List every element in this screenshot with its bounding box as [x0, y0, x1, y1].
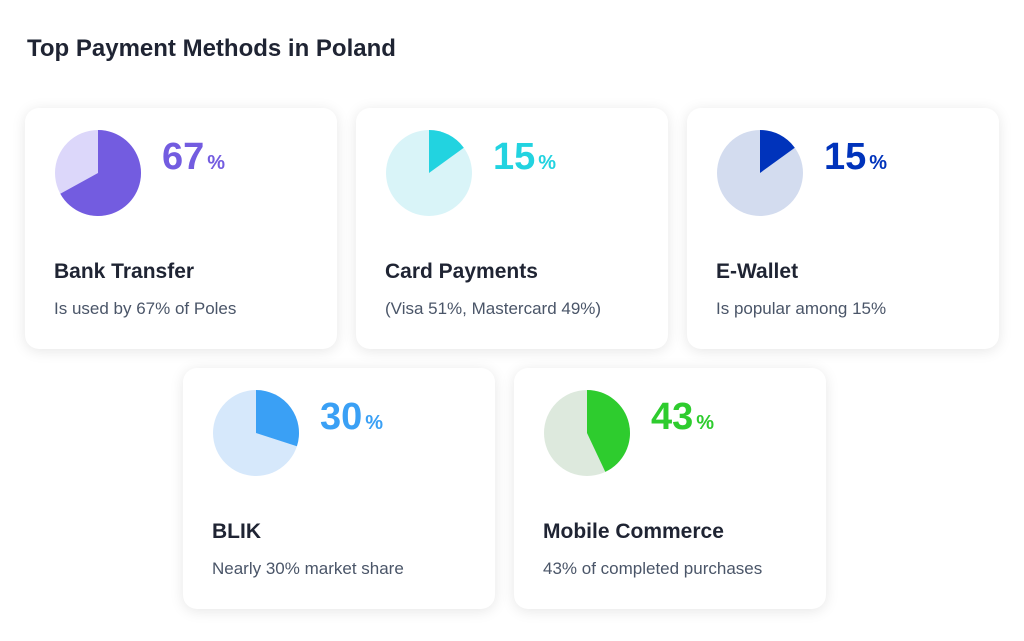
percent-value: 67%: [162, 136, 225, 179]
method-description: (Visa 51%, Mastercard 49%): [385, 299, 602, 318]
payment-card-bank-transfer: 67% Bank Transfer Is used by 67% of Poles: [25, 108, 337, 349]
percent-number: 30: [320, 396, 363, 438]
pie-chart: [544, 390, 630, 476]
pie-chart: [717, 130, 803, 216]
percent-symbol: %: [365, 412, 384, 434]
pie-chart: [386, 130, 472, 216]
page-title: Top Payment Methods in Poland: [27, 35, 396, 62]
method-description: 43% of completed purchases: [543, 559, 763, 578]
percent-value: 43%: [651, 396, 714, 439]
payment-card-blik: 30% BLIK Nearly 30% market share: [183, 368, 495, 609]
percent-symbol: %: [207, 152, 226, 174]
payment-card-mobile-commerce: 43% Mobile Commerce 43% of completed purch…: [514, 368, 826, 609]
payment-card-card-payments: 15% Card Payments (Visa 51%, Mastercard 49…: [356, 108, 668, 349]
method-description: Nearly 30% market share: [212, 559, 404, 578]
percent-value: 15%: [493, 136, 556, 179]
pie-chart: [55, 130, 141, 216]
pie-value-slice: [760, 130, 795, 173]
percent-number: 43: [651, 396, 694, 438]
pie-value-slice: [256, 390, 299, 447]
method-name: Card Payments: [385, 260, 538, 283]
percent-number: 67: [162, 136, 205, 178]
method-description: Is used by 67% of Poles: [54, 299, 237, 318]
percent-number: 15: [824, 136, 867, 178]
method-name: Bank Transfer: [54, 260, 195, 283]
method-description: Is popular among 15%: [716, 299, 887, 318]
method-name: E-Wallet: [716, 260, 799, 283]
pie-value-slice: [429, 130, 464, 173]
percent-value: 30%: [320, 396, 383, 439]
pie-value-slice: [60, 130, 141, 216]
pie-chart: [213, 390, 299, 476]
pie-value-slice: [587, 390, 630, 472]
method-name: Mobile Commerce: [543, 520, 724, 543]
percent-value: 15%: [824, 136, 887, 179]
percent-symbol: %: [696, 412, 715, 434]
percent-symbol: %: [869, 152, 888, 174]
method-name: BLIK: [212, 520, 261, 543]
percent-symbol: %: [538, 152, 557, 174]
percent-number: 15: [493, 136, 536, 178]
payment-card-e-wallet: 15% E-Wallet Is popular among 15%: [687, 108, 999, 349]
